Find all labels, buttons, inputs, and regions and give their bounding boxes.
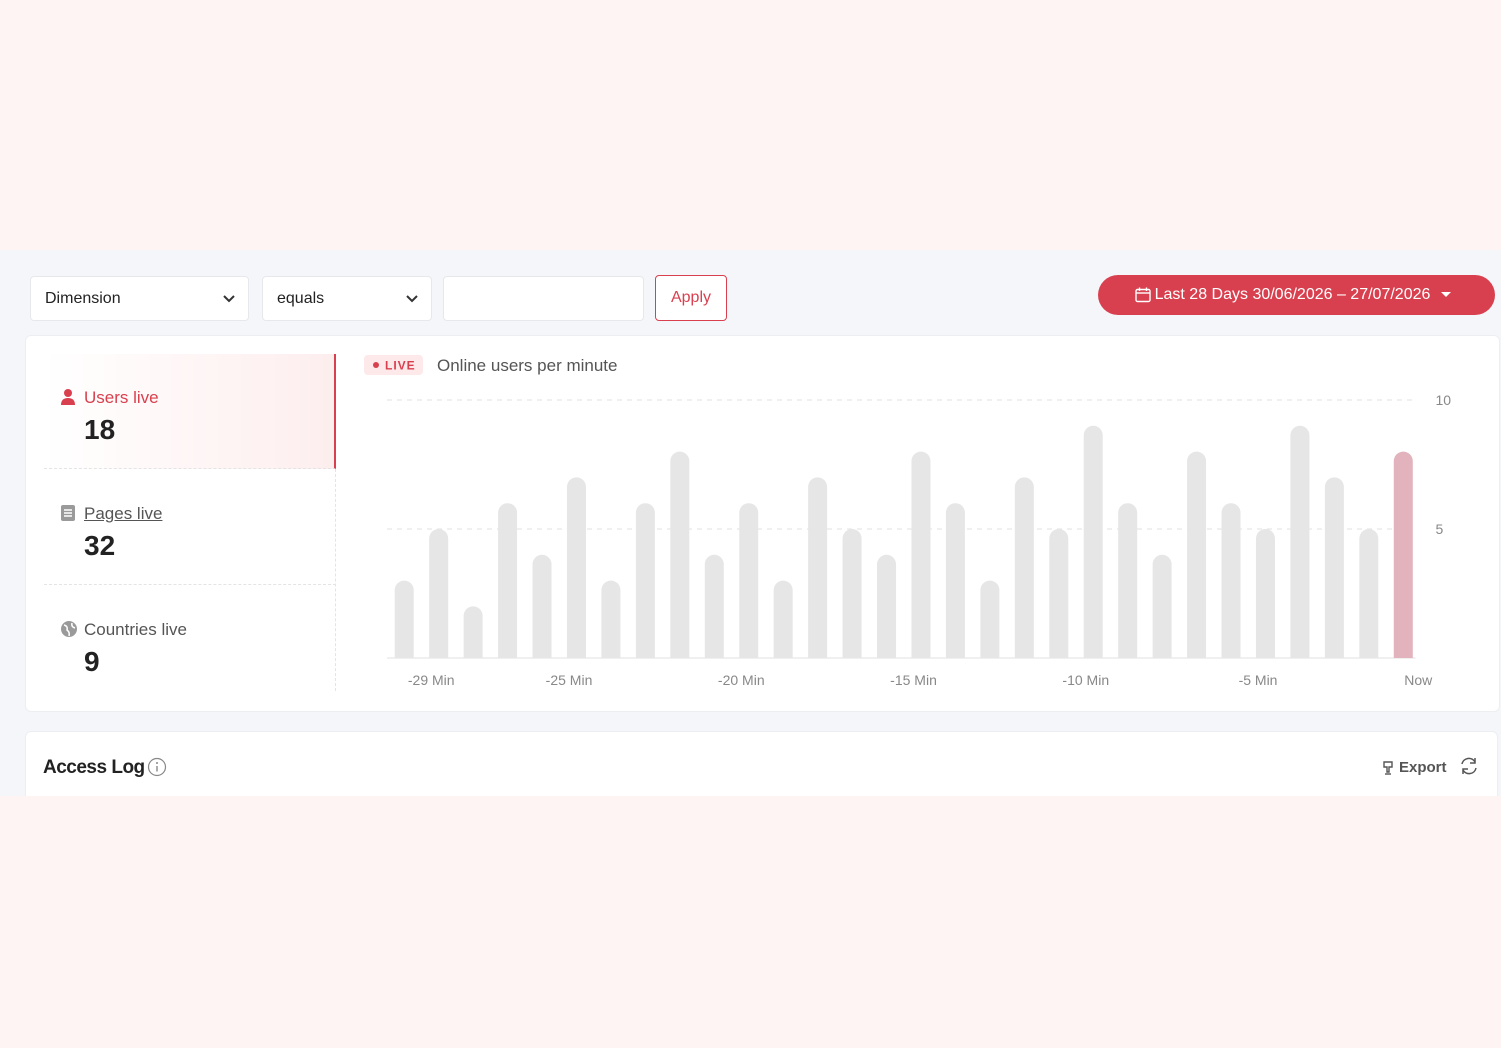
bar — [980, 580, 1000, 658]
bar — [532, 554, 552, 658]
caret — [1441, 292, 1452, 297]
refresh-icon[interactable] — [1458, 755, 1480, 777]
operator-select[interactable]: equals — [262, 276, 432, 321]
bar — [394, 580, 414, 658]
bar — [670, 451, 690, 658]
bar — [1290, 425, 1310, 658]
bar — [1083, 425, 1103, 658]
globe-icon — [61, 621, 77, 637]
x-tick-label: Now — [1404, 672, 1433, 688]
bar — [704, 554, 724, 658]
info-icon[interactable] — [147, 757, 167, 777]
operator-text: equals — [277, 289, 325, 307]
stat-label: Users live — [84, 388, 159, 407]
pages-icon — [61, 505, 75, 521]
bar — [808, 477, 828, 658]
stat-value: 32 — [84, 530, 116, 561]
user-icon — [61, 389, 75, 405]
apply-button[interactable]: Apply — [655, 275, 727, 321]
x-tick-label: -5 Min — [1239, 672, 1278, 688]
dimension-text: Dimension — [45, 289, 121, 307]
chevron — [406, 295, 418, 303]
export-icon — [1383, 761, 1393, 775]
bar — [1359, 529, 1379, 658]
access-log-card: Access Log Export — [25, 731, 1498, 796]
bar — [739, 503, 759, 658]
stat-value: 18 — [84, 414, 116, 445]
live-badge-text: LIVE — [385, 359, 416, 373]
bar — [429, 529, 449, 658]
bar — [1221, 503, 1241, 658]
dimension-select[interactable]: Dimension — [30, 276, 249, 321]
bar — [1187, 451, 1207, 658]
access-log-title: Access Log — [43, 757, 145, 778]
stat-label: Pages live — [84, 504, 163, 523]
x-tick-label: -10 Min — [1062, 672, 1109, 688]
bar — [773, 580, 793, 658]
chart-title: Online users per minute — [437, 356, 617, 375]
x-tick-label: -15 Min — [890, 672, 937, 688]
bar — [1014, 477, 1034, 658]
date-range-text: Last 28 Days 30/06/2026 – 27/07/2026 — [1154, 286, 1431, 303]
bar — [1152, 554, 1172, 658]
bar — [1255, 529, 1275, 658]
y-tick-label: 5 — [1436, 521, 1444, 537]
live-badge — [364, 355, 423, 375]
apply-text: Apply — [670, 289, 712, 306]
bar — [635, 503, 655, 658]
live-card: Users live 18 Pages live 32 Countries li… — [25, 335, 1500, 712]
divider — [335, 469, 336, 691]
bar — [1049, 529, 1069, 658]
export-button[interactable]: Export — [1399, 759, 1447, 776]
stat-label: Countries live — [84, 620, 187, 639]
bar — [842, 529, 862, 658]
calendar-icon — [1134, 287, 1151, 303]
x-tick-label: -20 Min — [718, 672, 765, 688]
live-dot — [373, 362, 379, 368]
bar — [945, 503, 965, 658]
x-tick-label: -25 Min — [546, 672, 593, 688]
stat-users[interactable]: Users live 18 — [44, 354, 336, 469]
bar — [911, 451, 931, 658]
bar — [1324, 477, 1344, 658]
bar — [498, 503, 518, 658]
date-range-button[interactable]: Last 28 Days 30/06/2026 – 27/07/2026 — [1098, 275, 1495, 315]
bar — [463, 606, 483, 658]
y-tick-label: 10 — [1436, 392, 1452, 408]
stat-countries[interactable]: Countries live 9 — [44, 586, 336, 701]
chart: LIVE Online users per minute 5 10 -29 Min -… — [364, 355, 1452, 688]
stat-value: 9 — [84, 646, 100, 677]
chevron — [223, 295, 235, 303]
x-tick-label: -29 Min — [408, 672, 455, 688]
bar — [877, 554, 897, 658]
bar — [601, 580, 621, 658]
stat-pages[interactable]: Pages live 32 — [44, 470, 336, 585]
value-input[interactable] — [443, 276, 644, 321]
bar — [566, 477, 586, 658]
bar — [1393, 451, 1413, 658]
bar — [1118, 503, 1138, 658]
